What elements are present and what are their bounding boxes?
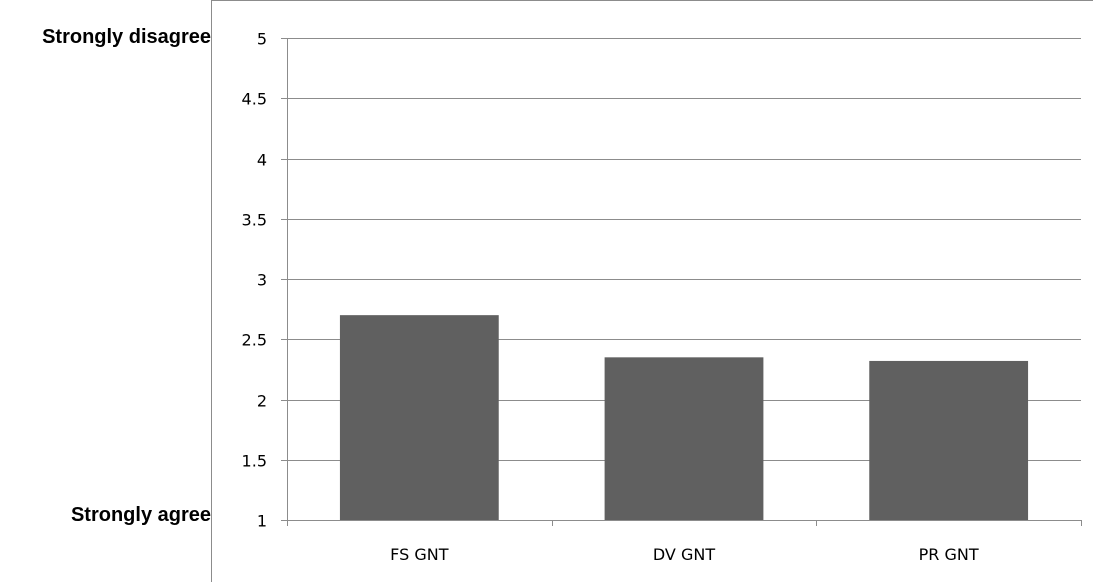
- x-category-label: FS GNT: [390, 545, 449, 564]
- bar-pr-gnt: [869, 360, 1029, 520]
- y-tick-label: 2: [257, 392, 267, 411]
- y-tick-label: 4: [257, 151, 267, 170]
- y-tick-label: 4.5: [242, 90, 267, 109]
- chart-frame: [211, 0, 1093, 582]
- y-tick-label: 3.5: [242, 211, 267, 230]
- bar-dv-gnt: [604, 357, 764, 520]
- tick-labels: 1 1.5 2 2.5 3 3.5 4 4.5 5 FS GNT DV GNT PR GNT: [242, 30, 979, 565]
- y-tick-label: 1: [257, 512, 267, 531]
- y-tick-label: 3: [257, 271, 267, 290]
- x-category-label: PR GNT: [919, 545, 979, 564]
- bar-fs-gnt: [339, 315, 499, 520]
- y-tick-label: 1.5: [242, 452, 267, 471]
- axes: [281, 38, 1082, 526]
- strongly-disagree-label: Strongly disagree: [42, 26, 211, 48]
- y-tick-label: 2.5: [242, 331, 267, 350]
- x-category-label: DV GNT: [653, 545, 715, 564]
- bars: [339, 315, 1029, 520]
- strongly-agree-label: Strongly agree: [70, 504, 211, 526]
- y-tick-label: 5: [257, 30, 267, 49]
